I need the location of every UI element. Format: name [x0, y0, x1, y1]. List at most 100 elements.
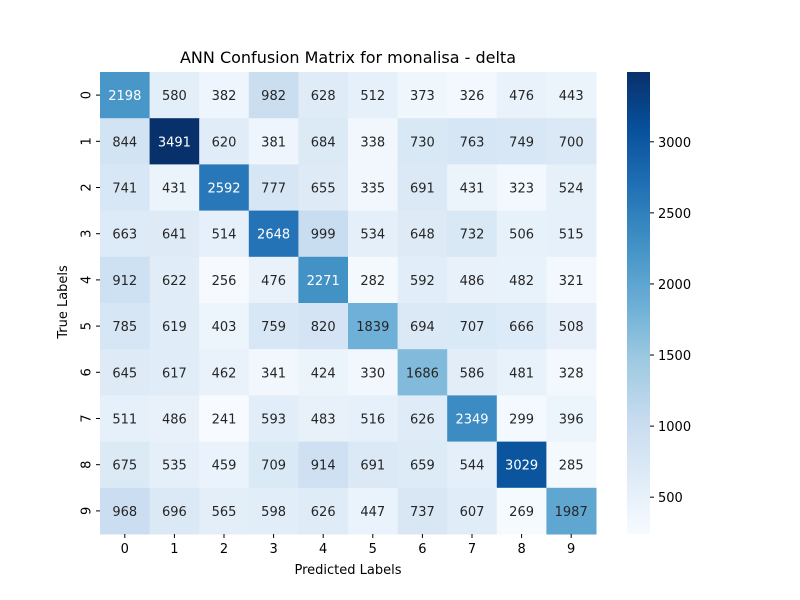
cell-label-4-5: 282: [360, 274, 385, 289]
heatmap-cell-7-0: [100, 395, 151, 443]
heatmap-cell-3-3: [248, 210, 299, 258]
cell-label-3-9: 515: [559, 228, 584, 243]
y-tick-label: 8: [80, 461, 95, 469]
heatmap-cell-1-6: [397, 118, 448, 165]
cell-label-4-6: 592: [410, 274, 435, 289]
cell-label-8-5: 691: [360, 459, 385, 474]
colorbar: 500 1000 1500 2000 2500 3000: [627, 72, 691, 534]
heatmap-cell-9-7: [447, 487, 498, 535]
heatmap-cell-7-9: [546, 395, 597, 443]
cell-label-7-2: 241: [212, 413, 237, 428]
heatmap-cell-1-4: [298, 118, 349, 165]
y-tick-label: 9: [80, 507, 95, 515]
heatmap-cell-5-0: [100, 303, 151, 350]
heatmap-cell-8-9: [546, 441, 597, 489]
cell-label-0-6: 373: [410, 89, 435, 104]
cell-label-4-2: 256: [212, 274, 237, 289]
cell-label-0-8: 476: [509, 89, 534, 104]
heatmap-cell-6-8: [496, 349, 547, 396]
y-axis: 0 1 2 3 4 5 6 7 8 9: [80, 91, 100, 515]
y-tick-label: 2: [80, 183, 95, 191]
cell-label-8-9: 285: [559, 459, 584, 474]
cell-label-9-9: 1987: [555, 505, 588, 520]
heatmap-cell-5-4: [298, 303, 349, 350]
cell-label-2-6: 691: [410, 182, 435, 197]
heatmap-cell-3-9: [546, 210, 597, 258]
heatmap-cell-6-4: [298, 349, 349, 396]
cell-label-1-5: 338: [360, 135, 385, 150]
cell-label-1-0: 844: [112, 135, 137, 150]
heatmap-cell-3-1: [149, 210, 200, 258]
colorbar-tick-label: 2500: [658, 207, 691, 222]
colorbar-tick-label: 500: [658, 491, 683, 506]
x-tick-label: 4: [319, 542, 327, 557]
heatmap-cell-8-4: [298, 441, 349, 489]
cell-label-6-8: 481: [509, 366, 534, 381]
cell-label-1-4: 684: [311, 135, 336, 150]
cell-label-4-7: 486: [460, 274, 485, 289]
x-tick-label: 7: [468, 542, 476, 557]
cell-label-8-6: 659: [410, 459, 435, 474]
cell-label-5-4: 820: [311, 320, 336, 335]
cell-label-9-7: 607: [460, 505, 485, 520]
cell-label-5-8: 666: [509, 320, 534, 335]
cell-label-2-7: 431: [460, 182, 485, 197]
x-axis: 0 1 2 3 4 5 6 7 8 9: [121, 534, 575, 557]
heatmap-cell-1-8: [496, 118, 547, 165]
heatmap-cell-6-0: [100, 349, 151, 396]
heatmap-cell-6-5: [348, 349, 399, 396]
cell-label-5-9: 508: [559, 320, 584, 335]
heatmap-cell-4-2: [199, 256, 250, 304]
cell-label-3-4: 999: [311, 228, 336, 243]
cell-label-7-1: 486: [162, 413, 187, 428]
cell-label-6-1: 617: [162, 366, 187, 381]
heatmap-cell-2-8: [496, 164, 547, 212]
y-tick-label: 6: [80, 368, 95, 376]
heatmap-cell-6-6: [397, 349, 448, 396]
heatmap-cell-1-3: [248, 118, 299, 165]
heatmap-cell-2-5: [348, 164, 399, 212]
heatmap-cell-2-7: [447, 164, 498, 212]
cell-label-8-1: 535: [162, 459, 187, 474]
cell-label-1-3: 381: [261, 135, 286, 150]
heatmap-cell-8-8: [496, 441, 547, 489]
heatmap-cell-5-3: [248, 303, 299, 350]
heatmap-cell-8-5: [348, 441, 399, 489]
cell-label-0-9: 443: [559, 89, 584, 104]
heatmap-cell-4-8: [496, 256, 547, 304]
cell-label-4-4: 2271: [307, 274, 340, 289]
cell-label-0-3: 982: [261, 89, 286, 104]
cell-label-9-2: 565: [212, 505, 237, 520]
colorbar-tick-label: 3000: [658, 136, 691, 151]
cell-label-3-2: 514: [212, 228, 237, 243]
heatmap-cell-3-6: [397, 210, 448, 258]
cell-label-3-5: 534: [360, 228, 385, 243]
cell-label-3-7: 732: [460, 228, 485, 243]
heatmap-cell-9-5: [348, 487, 399, 535]
heatmap-cell-8-7: [447, 441, 498, 489]
cell-label-7-6: 626: [410, 413, 435, 428]
heatmap-cell-0-7: [447, 72, 498, 119]
heatmap-cell-5-6: [397, 303, 448, 350]
cell-label-2-9: 524: [559, 182, 584, 197]
heatmap-cell-1-5: [348, 118, 399, 165]
heatmap-cell-9-2: [199, 487, 250, 535]
cell-label-6-9: 328: [559, 366, 584, 381]
heatmap-cell-7-5: [348, 395, 399, 443]
cell-label-6-4: 424: [311, 366, 336, 381]
cell-label-7-9: 396: [559, 413, 584, 428]
heatmap-cell-8-2: [199, 441, 250, 489]
cell-label-4-8: 482: [509, 274, 534, 289]
heatmap-cell-0-2: [199, 72, 250, 119]
heatmap-cell-3-5: [348, 210, 399, 258]
cell-label-2-3: 777: [261, 182, 286, 197]
heatmap-cell-4-9: [546, 256, 597, 304]
cell-label-7-5: 516: [360, 413, 385, 428]
heatmap-cell-2-3: [248, 164, 299, 212]
cell-label-6-3: 341: [261, 366, 286, 381]
heatmap-cell-9-4: [298, 487, 349, 535]
heatmap-cell-5-8: [496, 303, 547, 350]
cell-label-7-4: 483: [311, 413, 336, 428]
heatmap-cell-0-4: [298, 72, 349, 119]
